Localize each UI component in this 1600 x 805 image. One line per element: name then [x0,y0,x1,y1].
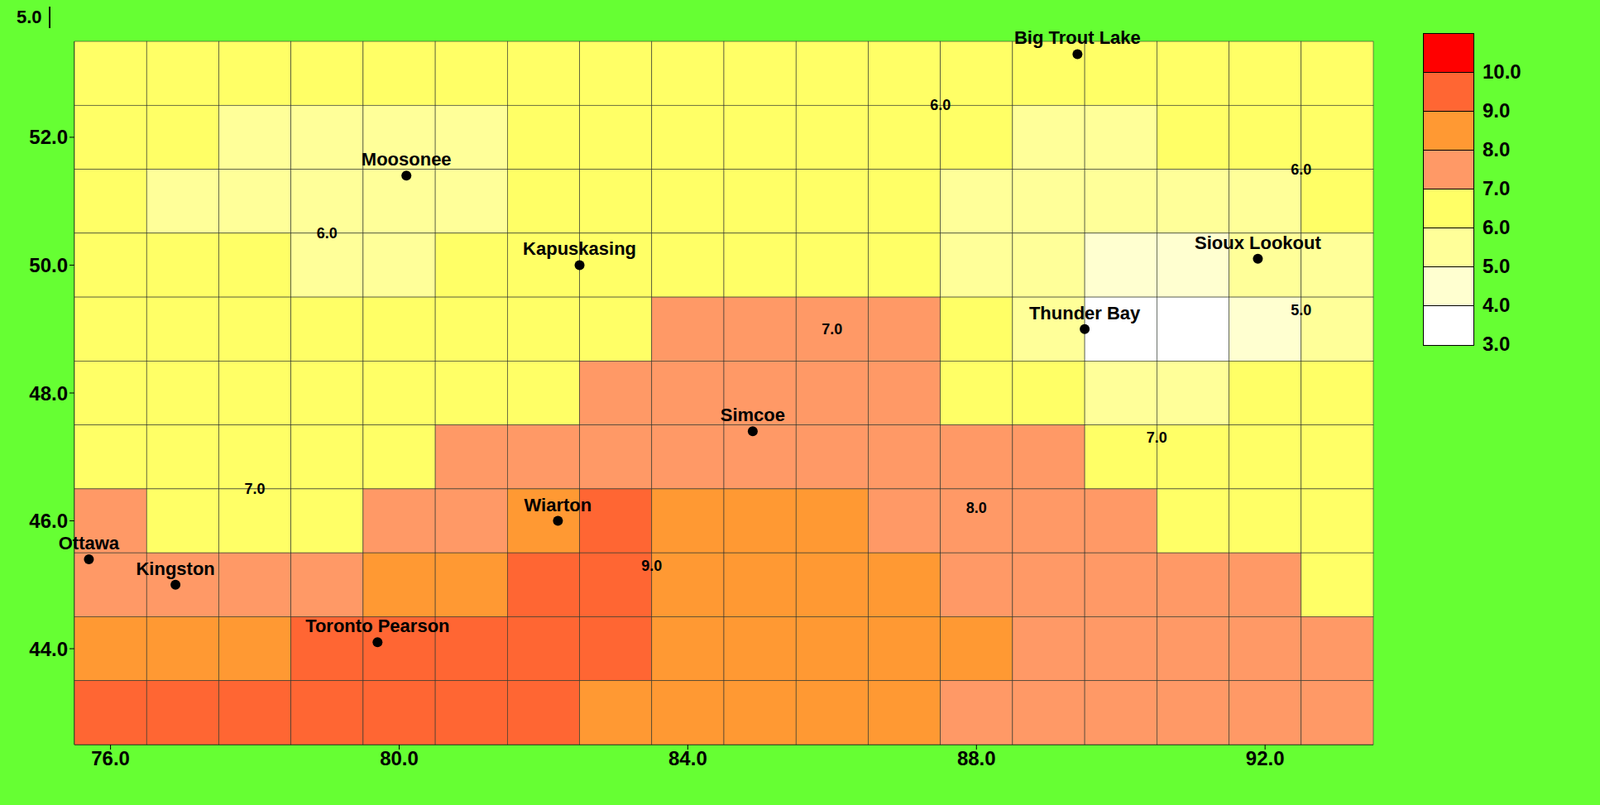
svg-text:Ottawa: Ottawa [58,532,120,554]
svg-text:5.0: 5.0 [1290,301,1312,319]
html-text:10.0: 10.0 [1482,60,1522,83]
svg-text:8.0: 8.0 [966,499,987,517]
svg-text:6.0: 6.0 [929,96,951,114]
svg-text:9.0: 9.0 [641,557,662,575]
html-text:7.0: 7.0 [1482,177,1511,200]
html-text:8.0: 8.0 [1482,138,1511,161]
svg-text:6.0: 6.0 [1290,161,1312,178]
svg-text:Sioux Lookout: Sioux Lookout [1194,232,1322,254]
svg-text:50.0: 50.0 [28,253,68,277]
svg-text:6.0: 6.0 [316,225,338,242]
svg-text:44.0: 44.0 [28,637,68,661]
html-text:6.0: 6.0 [1482,215,1511,239]
svg-text:Wiarton: Wiarton [524,494,593,516]
svg-text:84.0: 84.0 [668,747,708,770]
svg-text:46.0: 46.0 [28,509,68,532]
svg-text:Simcoe: Simcoe [720,404,786,426]
html-text:5.0: 5.0 [1482,254,1511,278]
svg-text:Big Trout Lake: Big Trout Lake [1014,27,1141,48]
svg-text:92.0: 92.0 [1245,747,1285,770]
html-text:5.0: 5.0 [16,6,42,28]
svg-text:88.0: 88.0 [957,747,997,770]
svg-text:52.0: 52.0 [28,125,68,149]
svg-text:Toronto Pearson: Toronto Pearson [305,615,450,637]
html-text:3.0: 3.0 [1482,332,1511,355]
svg-text:Moosonee: Moosonee [361,148,452,170]
svg-text:76.0: 76.0 [91,747,130,770]
svg-text:Kingston: Kingston [135,558,215,580]
svg-text:7.0: 7.0 [1146,429,1168,446]
svg-text:Kapuskasing: Kapuskasing [522,238,637,259]
html-text:9.0: 9.0 [1482,99,1511,122]
html-text:4.0: 4.0 [1482,293,1511,317]
svg-text:7.0: 7.0 [821,320,843,338]
svg-text:Thunder Bay: Thunder Bay [1029,302,1141,324]
svg-text:80.0: 80.0 [379,747,419,770]
svg-text:48.0: 48.0 [28,382,68,405]
svg-text:7.0: 7.0 [244,480,266,498]
